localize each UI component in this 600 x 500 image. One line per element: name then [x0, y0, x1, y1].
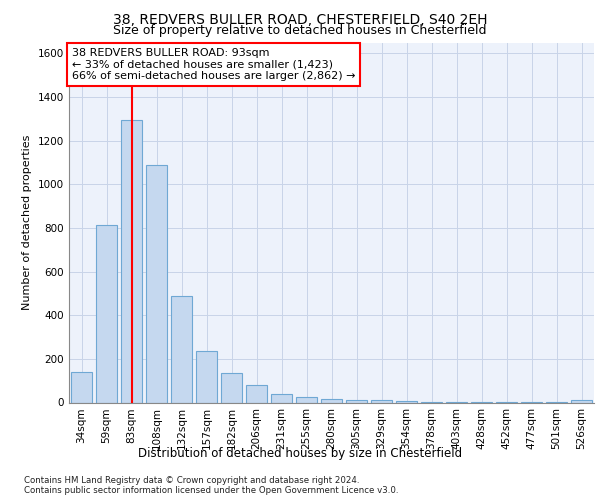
Y-axis label: Number of detached properties: Number of detached properties [22, 135, 32, 310]
Bar [271, 394, 292, 402]
Text: Size of property relative to detached houses in Chesterfield: Size of property relative to detached ho… [113, 24, 487, 37]
Bar [71, 372, 92, 402]
Text: 38 REDVERS BULLER ROAD: 93sqm
← 33% of detached houses are smaller (1,423)
66% o: 38 REDVERS BULLER ROAD: 93sqm ← 33% of d… [71, 48, 355, 81]
Text: Contains HM Land Registry data © Crown copyright and database right 2024.
Contai: Contains HM Land Registry data © Crown c… [24, 476, 398, 496]
Bar [221, 373, 242, 402]
Text: Distribution of detached houses by size in Chesterfield: Distribution of detached houses by size … [138, 448, 462, 460]
Bar [246, 386, 267, 402]
Bar [196, 351, 217, 403]
Bar [171, 296, 192, 403]
Bar [296, 397, 317, 402]
Text: 38, REDVERS BULLER ROAD, CHESTERFIELD, S40 2EH: 38, REDVERS BULLER ROAD, CHESTERFIELD, S… [113, 12, 487, 26]
Bar [321, 398, 342, 402]
Bar [371, 400, 392, 402]
Bar [571, 400, 592, 402]
Bar [96, 224, 117, 402]
Bar [121, 120, 142, 403]
Bar [146, 164, 167, 402]
Bar [346, 400, 367, 402]
